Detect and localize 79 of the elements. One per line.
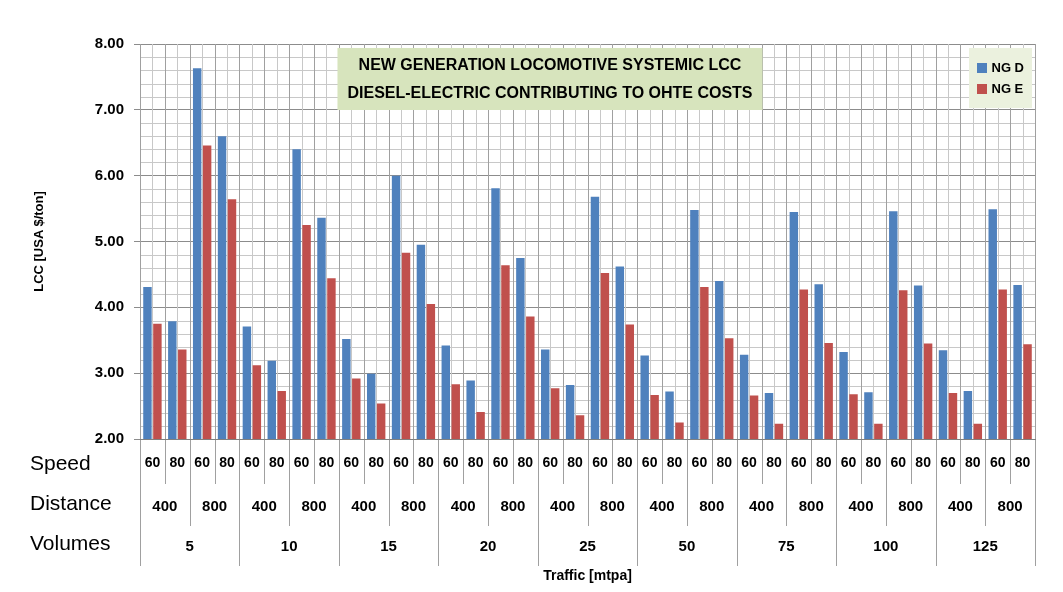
text: 800 xyxy=(301,497,327,514)
text: 800 xyxy=(699,497,725,514)
legend-label: NG E xyxy=(991,81,1024,96)
text: 400 xyxy=(450,497,476,514)
x-tick-label: 80 xyxy=(815,454,832,471)
x-tick-label: 60 xyxy=(343,454,360,471)
x-tick-label: 60 xyxy=(691,454,708,471)
x-tick-label: 60 xyxy=(592,454,608,471)
text: Speed xyxy=(30,451,91,475)
x-tick-label: 80 xyxy=(418,454,434,471)
text: Volumes xyxy=(30,531,111,555)
text: 400 xyxy=(947,497,973,514)
x-tick-label: 60 xyxy=(393,454,410,471)
text: 50 xyxy=(678,537,696,554)
y-tick-label: 5.00 xyxy=(94,231,124,249)
x-tick-label: 80 xyxy=(716,454,733,471)
x-tick-label: 60 xyxy=(442,454,459,471)
text: NEW GENERATION LOCOMOTIVE SYSTEMIC LCC xyxy=(357,55,743,75)
text: 800 xyxy=(997,497,1023,514)
text: 400 xyxy=(848,497,874,514)
text: 75 xyxy=(778,537,795,554)
x-tick-label: 60 xyxy=(940,454,956,471)
text: 400 xyxy=(749,497,775,514)
x-tick-label: 80 xyxy=(517,454,534,471)
text: 400 xyxy=(351,497,377,514)
x-tick-label: 60 xyxy=(194,454,211,471)
text: 400 xyxy=(152,497,178,514)
x-tick-label: 60 xyxy=(144,454,161,471)
text: 125 xyxy=(972,537,998,554)
x-tick-label: 60 xyxy=(492,454,509,471)
x-tick-label: 80 xyxy=(169,454,186,471)
y-tick-label: 8.00 xyxy=(94,34,124,52)
x-tick-label: 60 xyxy=(542,454,559,471)
x-tick-label: 80 xyxy=(965,454,981,471)
text: 800 xyxy=(798,497,824,514)
y-tick-label: 6.00 xyxy=(94,165,124,183)
x-tick-label: 60 xyxy=(244,454,260,471)
text: 800 xyxy=(500,497,526,514)
x-tick-label: 80 xyxy=(865,454,882,471)
legend-label: NG D xyxy=(991,60,1024,75)
text: 5 xyxy=(185,537,194,554)
text: Traffic [mtpa] xyxy=(543,567,632,583)
y-tick-label: 7.00 xyxy=(94,99,124,117)
x-tick-label: 80 xyxy=(1014,454,1031,471)
text: 800 xyxy=(898,497,924,514)
x-tick-label: 80 xyxy=(666,454,683,471)
x-tick-label: 60 xyxy=(890,454,907,471)
text: 800 xyxy=(599,497,625,514)
text: 15 xyxy=(380,537,397,554)
text: 800 xyxy=(400,497,426,514)
y-axis-title: LCC [USA $/ton] xyxy=(31,191,47,292)
text: 25 xyxy=(579,537,596,554)
x-tick-label: 80 xyxy=(268,454,285,471)
x-tick-label: 80 xyxy=(766,454,782,471)
text: 400 xyxy=(251,497,277,514)
x-tick-label: 60 xyxy=(293,454,310,471)
y-tick-label: 4.00 xyxy=(94,297,124,315)
text: 10 xyxy=(280,537,298,554)
x-tick-label: 80 xyxy=(915,454,932,471)
x-tick-label: 60 xyxy=(989,454,1006,471)
text: 400 xyxy=(550,497,576,514)
x-tick-label: 60 xyxy=(840,454,857,471)
text: 800 xyxy=(202,497,228,514)
text: Distance xyxy=(30,491,112,515)
x-tick-label: 80 xyxy=(567,454,584,471)
text: 400 xyxy=(649,497,675,514)
x-tick-label: 80 xyxy=(368,454,385,471)
x-tick-label: 80 xyxy=(617,454,633,471)
y-tick-label: 2.00 xyxy=(94,429,124,447)
x-tick-label: 80 xyxy=(318,454,335,471)
x-tick-label: 60 xyxy=(741,454,758,471)
y-tick-label: 3.00 xyxy=(94,363,124,381)
text: 20 xyxy=(479,537,497,554)
x-tick-label: 80 xyxy=(467,454,484,471)
text: 100 xyxy=(873,537,899,554)
x-tick-label: 80 xyxy=(219,454,236,471)
text: DIESEL-ELECTRIC CONTRIBUTING TO OHTE COSTS xyxy=(347,83,753,103)
x-tick-label: 60 xyxy=(791,454,807,471)
x-tick-label: 60 xyxy=(641,454,658,471)
